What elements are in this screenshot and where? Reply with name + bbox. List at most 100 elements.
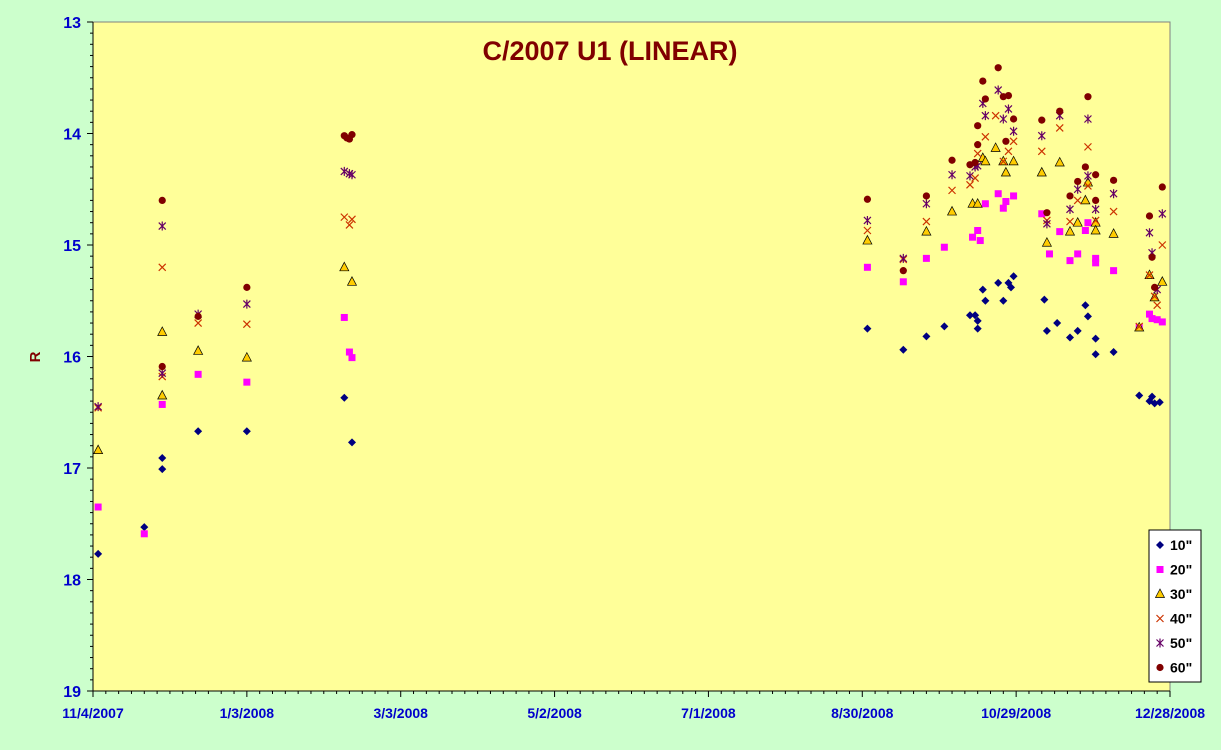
data-point [971,158,979,167]
legend-marker [1156,541,1164,549]
data-point [981,132,990,141]
data-point [974,122,982,130]
x-tick-label: 3/3/2008 [373,705,428,721]
data-point [981,111,990,121]
data-point [1091,350,1100,359]
data-point [243,378,251,386]
data-point [922,192,930,200]
data-point [346,276,358,286]
data-point [158,221,167,231]
data-point [94,549,103,558]
axes: 13 14 15 16 17 18 19 11/4/2007 1/3/2008 3/3/2008 5… [62,15,1205,721]
data-point [948,186,956,195]
legend-item: 40" [1156,611,1192,627]
data-point [1066,257,1074,265]
x-tick-label: 8/30/2008 [831,705,893,721]
data-point [158,263,167,272]
data-point [1007,283,1016,292]
data-point [863,226,872,235]
data-point [1072,216,1083,227]
data-point [242,299,251,309]
data-point [974,227,982,235]
data-point [1056,107,1064,115]
data-point [940,322,949,331]
legend-label: 40" [1170,611,1192,627]
data-point [1040,295,1049,304]
data-point [1109,189,1118,199]
data-point [899,253,908,263]
data-point [1002,137,1010,145]
data-point [1081,227,1089,235]
data-point [1083,312,1092,321]
data-point [899,267,907,275]
data-point [969,233,977,241]
data-point [1066,217,1074,226]
data-point [972,197,983,208]
x-tick-label: 11/4/2007 [62,705,124,721]
data-point [1042,326,1051,335]
data-point [1145,228,1154,238]
legend-item: 10" [1156,537,1192,553]
data-point [1002,198,1010,206]
data-point [940,243,948,251]
data-point [862,234,873,245]
legend-label: 20" [1170,562,1192,578]
data-point [1037,131,1046,141]
data-point [863,215,872,225]
data-point [243,283,251,291]
y-tick-label: 15 [63,238,81,255]
x-tick-label: 12/28/2008 [1135,705,1205,721]
data-point [922,332,931,341]
chart-title: C/2007 U1 (LINEAR) [482,36,737,66]
data-point [1150,399,1159,408]
data-point [1158,318,1166,326]
data-point [1145,212,1154,220]
data-point [340,213,349,222]
series-2 [94,190,1166,538]
data-point [1038,116,1046,124]
data-point [971,174,980,183]
data-point [1148,392,1157,401]
data-point [339,261,350,272]
data-point [980,155,991,166]
data-point [1145,271,1154,280]
legend: 10" 20" 30" 40" 50" 60" [1148,529,1202,683]
data-point [1084,93,1092,101]
y-tick-label: 14 [63,127,81,144]
data-point [348,170,356,180]
legend-item: 30" [1154,586,1192,602]
data-point [966,180,974,189]
data-point [1009,272,1018,281]
data-point [863,263,871,271]
legend-marker [1154,588,1166,598]
data-point [999,114,1008,124]
data-point [1108,228,1119,238]
data-point [1041,237,1052,247]
data-point [999,204,1007,212]
data-point [1084,219,1092,227]
x-tick-label: 10/29/2008 [981,705,1051,721]
legend-marker [1156,638,1164,648]
data-point [94,503,102,511]
data-point [990,142,1001,152]
data-point [1084,181,1092,190]
data-point [194,319,203,327]
data-point [966,171,974,181]
data-point [1042,219,1051,229]
data-point [1053,319,1062,328]
data-point [1148,253,1156,261]
data-point [863,324,872,333]
series-1 [94,272,1164,558]
legend-marker [1156,614,1164,623]
data-point [1151,283,1159,291]
data-point [1158,183,1166,191]
data-point [922,217,931,226]
data-point [1004,147,1013,156]
data-point [1036,166,1047,177]
data-point [1155,398,1164,407]
data-point [922,254,930,262]
data-point [1000,166,1011,177]
data-point [981,200,989,208]
data-point [1091,216,1100,225]
data-point [157,389,168,400]
